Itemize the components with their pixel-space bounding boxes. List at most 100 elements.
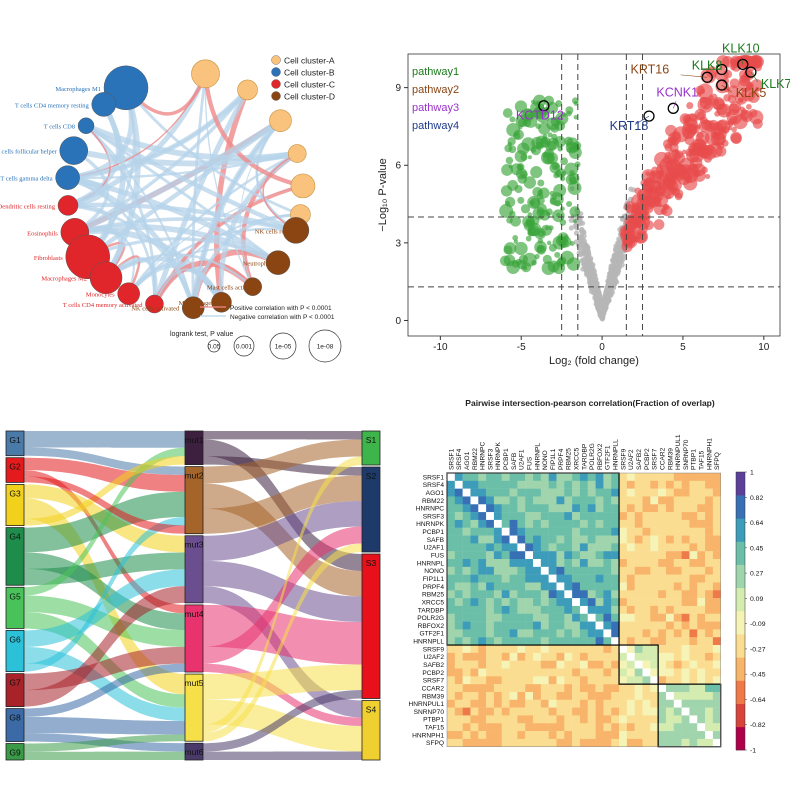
heatmap-cell [697, 621, 706, 630]
heatmap-cell [501, 629, 510, 638]
volcano-point [595, 300, 601, 306]
heatmap-cell [650, 731, 659, 740]
heatmap-cell [478, 637, 487, 646]
heatmap-cell [525, 652, 534, 661]
heatmap-cell [556, 512, 565, 521]
heatmap-cell [572, 566, 581, 575]
volcano-point [659, 165, 672, 178]
heatmap-cell [509, 473, 518, 482]
network-node [77, 117, 95, 134]
heatmap-cell [572, 637, 581, 646]
pathway-legend-label: pathway2 [412, 84, 459, 96]
heatmap-cell [454, 598, 463, 607]
heatmap-cell [697, 551, 706, 560]
volcano-point [750, 79, 764, 92]
heatmap-cell [650, 559, 659, 568]
heatmap-cell [595, 629, 604, 638]
heatmap-cell [689, 598, 698, 607]
heatmap-cell [705, 519, 714, 528]
sankey-node-label: G7 [9, 678, 21, 688]
heatmap-cell [493, 676, 502, 685]
heatmap-cell [509, 574, 518, 583]
heatmap-cell [626, 551, 635, 560]
heatmap-cell [673, 504, 682, 513]
heatmap-cell [556, 543, 565, 552]
volcano-point [562, 112, 567, 117]
x-axis-label: Log₂ (fold change) [549, 355, 639, 367]
sankey-node-label: G9 [9, 748, 21, 758]
heatmap-cell [556, 535, 565, 544]
heatmap-cell [548, 715, 557, 724]
heatmap-cell [462, 582, 471, 591]
heatmap-cell [462, 676, 471, 685]
sankey-node-label: G1 [9, 435, 21, 445]
heatmap-cell [658, 738, 667, 747]
colorbar-segment [736, 680, 745, 704]
heatmap-col-label: SAFB [511, 452, 518, 470]
heatmap-cell [470, 621, 479, 630]
heatmap-cell [462, 519, 471, 528]
heatmap-cell [595, 543, 604, 552]
heatmap-cell [478, 543, 487, 552]
heatmap-cell [525, 582, 534, 591]
heatmap-border [446, 472, 721, 747]
volcano-point [684, 175, 692, 184]
heatmap-cell [642, 668, 651, 677]
heatmap-cell [712, 676, 721, 685]
heatmap-cell [681, 504, 690, 513]
volcano-point [671, 186, 676, 191]
heatmap-cell [533, 723, 542, 732]
heatmap-cell [525, 738, 534, 747]
volcano-point [566, 200, 573, 208]
heatmap-cell [564, 613, 573, 622]
volcano-point [704, 130, 721, 146]
volcano-point [583, 243, 589, 249]
heatmap-cell [572, 535, 581, 544]
heatmap-cell [447, 566, 456, 575]
volcano-point [696, 132, 704, 140]
volcano-point [688, 142, 700, 155]
heatmap-cell [595, 574, 604, 583]
heatmap-col-label: TARDBP [581, 443, 588, 470]
colorbar-tick-label: 0.09 [750, 596, 763, 603]
heatmap-cell [595, 473, 604, 482]
heatmap-cell [595, 519, 604, 528]
heatmap-cell [626, 559, 635, 568]
heatmap-cell [595, 496, 604, 505]
sankey-node-label: G6 [9, 634, 21, 644]
heatmap-col-label: HNRNPL [534, 443, 541, 470]
heatmap-cell [509, 519, 518, 528]
volcano-point [669, 173, 676, 180]
heatmap-cell [462, 707, 471, 716]
heatmap-cell [650, 535, 659, 544]
heatmap-cell [587, 613, 596, 622]
heatmap-cell [673, 731, 682, 740]
volcano-point [560, 157, 569, 166]
volcano-point [514, 150, 528, 163]
heatmap-cell [681, 574, 690, 583]
heatmap-cell [626, 519, 635, 528]
heatmap-cell [462, 699, 471, 708]
heatmap-cell [611, 559, 620, 568]
heatmap-cell [486, 668, 495, 677]
heatmap-cell [540, 488, 549, 497]
heatmap-cell [564, 699, 573, 708]
heatmap-cell [658, 645, 667, 654]
sankey-node [361, 466, 381, 553]
heatmap-cell [540, 723, 549, 732]
heatmap-cell [447, 496, 456, 505]
heatmap-cell [454, 605, 463, 614]
heatmap-cell [603, 566, 612, 575]
volcano-point [514, 100, 528, 113]
colorbar-segment [736, 518, 745, 542]
heatmap-cell [595, 645, 604, 654]
heatmap-cell [673, 512, 682, 521]
volcano-point [514, 241, 528, 256]
heatmap-cell [525, 684, 534, 693]
y-tick-label: 0 [395, 316, 401, 327]
heatmap-cell [548, 668, 557, 677]
heatmap-cell [665, 559, 674, 568]
heatmap-cell [572, 551, 581, 560]
heatmap-col-label: AGO1 [464, 451, 471, 470]
